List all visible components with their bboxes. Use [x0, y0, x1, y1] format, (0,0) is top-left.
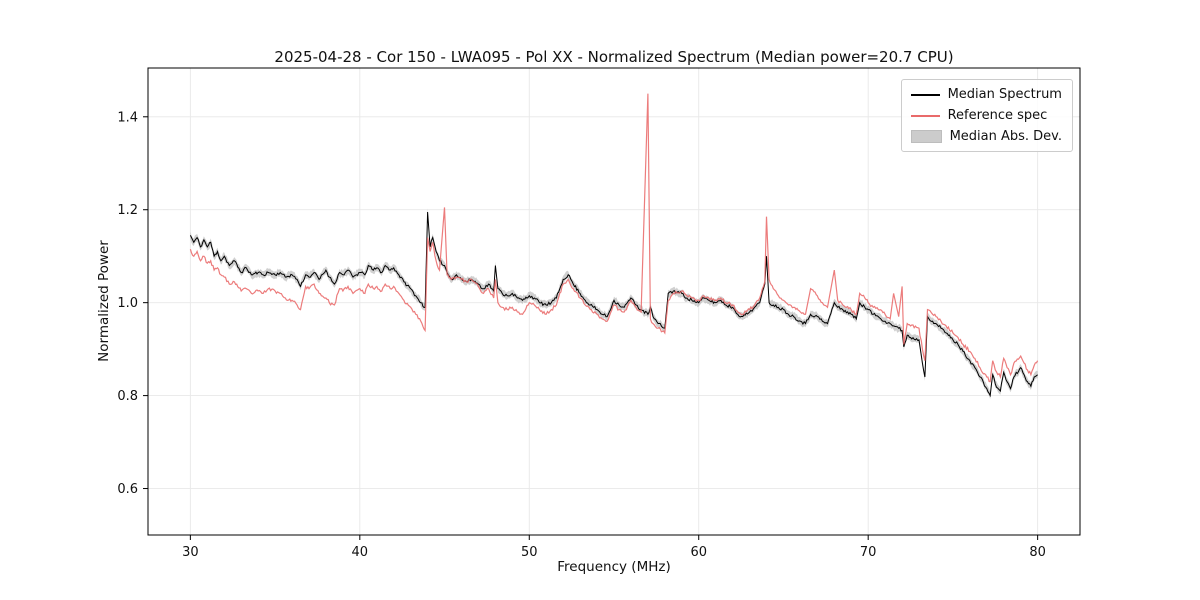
legend-item-median-abs-dev: Median Abs. Dev. [910, 129, 1062, 144]
legend-item-reference-spec: Reference spec [910, 108, 1062, 123]
legend-label-median-abs-dev: Median Abs. Dev. [949, 129, 1062, 144]
svg-text:1.4: 1.4 [117, 110, 138, 125]
svg-text:1.0: 1.0 [117, 296, 138, 311]
y-axis-label: Normalized Power [96, 240, 112, 362]
svg-text:30: 30 [182, 545, 199, 560]
svg-text:80: 80 [1029, 545, 1046, 560]
legend: Median Spectrum Reference spec Median Ab… [900, 79, 1073, 152]
legend-label-median-spectrum: Median Spectrum [947, 87, 1062, 102]
x-axis-label: Frequency (MHz) [557, 559, 671, 575]
median-spectrum-line-swatch [910, 93, 940, 96]
reference-spec-line-swatch [910, 114, 940, 117]
legend-item-median-spectrum: Median Spectrum [910, 87, 1062, 102]
chart-title: 2025-04-28 - Cor 150 - LWA095 - Pol XX -… [274, 48, 954, 66]
svg-text:70: 70 [860, 545, 877, 560]
svg-text:40: 40 [352, 545, 369, 560]
svg-text:0.8: 0.8 [117, 389, 138, 404]
median-abs-dev-patch-swatch [910, 130, 942, 143]
svg-text:60: 60 [690, 545, 707, 560]
svg-text:50: 50 [521, 545, 538, 560]
svg-text:1.2: 1.2 [117, 203, 138, 218]
legend-label-reference-spec: Reference spec [947, 108, 1048, 123]
svg-text:0.6: 0.6 [117, 482, 138, 497]
